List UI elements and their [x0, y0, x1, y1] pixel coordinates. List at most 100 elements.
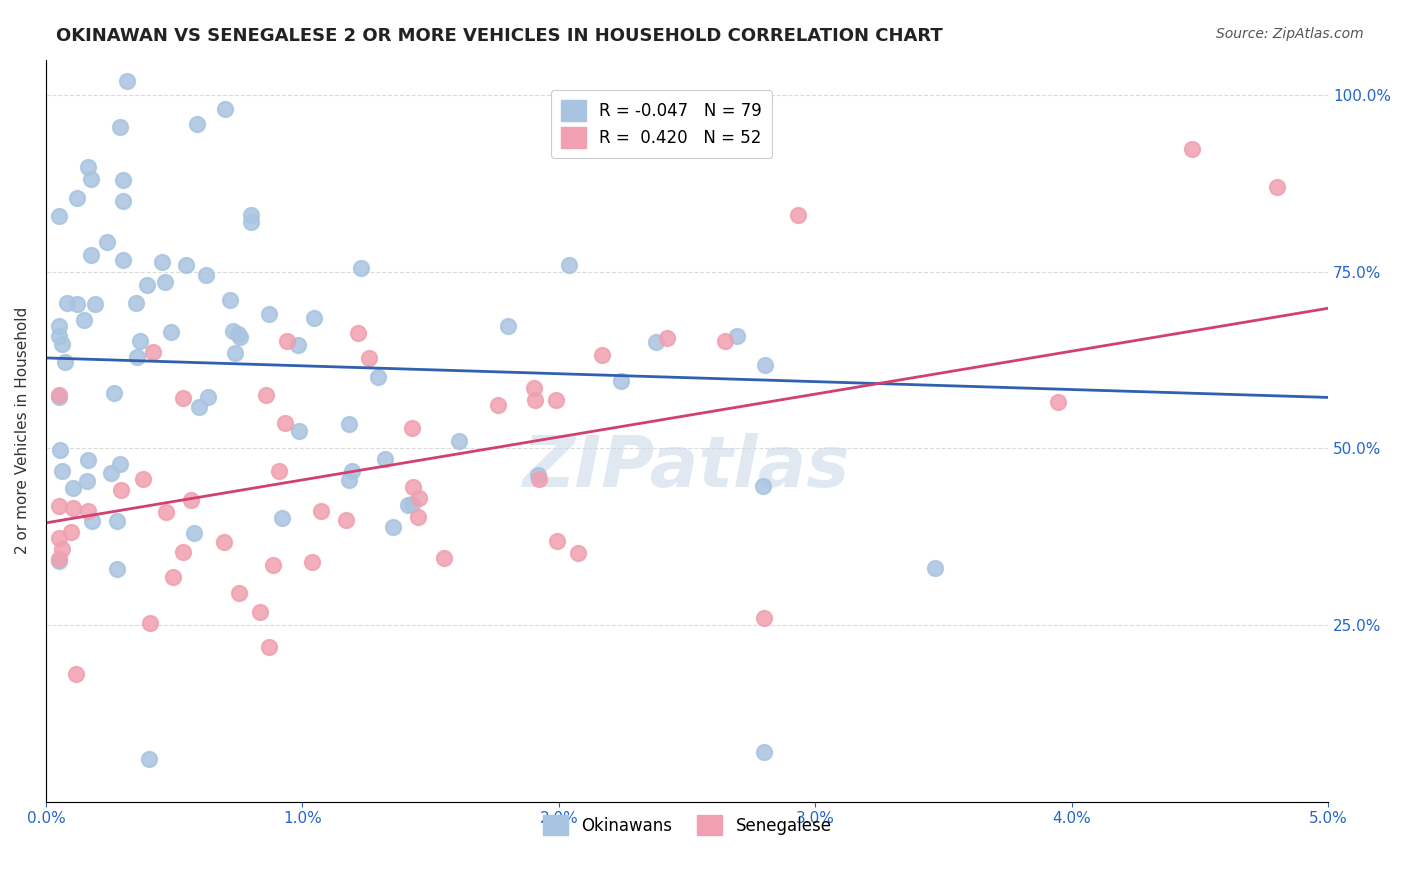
Point: [340, 465, 363, 479]
Point: [62, 481, 84, 495]
Point: [335, 513, 357, 527]
Point: [339, 417, 361, 432]
Point: [496, 319, 519, 334]
Point: [153, 275, 176, 289]
Point: [527, 467, 550, 482]
Point: [229, 330, 252, 344]
Point: [254, 388, 277, 402]
Point: [162, 569, 184, 583]
Point: [48, 390, 70, 404]
Point: [80, 248, 103, 262]
Point: [48, 209, 70, 223]
Point: [262, 558, 284, 572]
Point: [125, 351, 148, 365]
Point: [96, 235, 118, 249]
Point: [486, 398, 509, 412]
Point: [80, 515, 103, 529]
Point: [214, 102, 236, 116]
Point: [402, 479, 425, 493]
Point: [259, 640, 281, 655]
Point: [100, 467, 122, 481]
Point: [105, 562, 128, 576]
Text: ZIPatlas: ZIPatlas: [523, 434, 851, 502]
Point: [271, 511, 294, 525]
Point: [1046, 394, 1069, 409]
Point: [48, 551, 70, 566]
Point: [142, 344, 165, 359]
Point: [110, 457, 132, 471]
Point: [222, 324, 245, 338]
Point: [787, 208, 810, 222]
Point: [240, 215, 263, 229]
Text: OKINAWAN VS SENEGALESE 2 OR MORE VEHICLES IN HOUSEHOLD CORRELATION CHART: OKINAWAN VS SENEGALESE 2 OR MORE VEHICLE…: [56, 27, 943, 45]
Point: [754, 358, 776, 372]
Point: [527, 471, 550, 485]
Point: [301, 555, 323, 569]
Point: [62, 501, 84, 516]
Point: [367, 370, 389, 384]
Point: [111, 252, 134, 267]
Point: [752, 611, 775, 625]
Point: [51, 337, 73, 351]
Point: [195, 268, 218, 282]
Point: [401, 497, 423, 511]
Point: [249, 605, 271, 619]
Point: [53, 355, 76, 369]
Point: [558, 259, 581, 273]
Point: [111, 194, 134, 208]
Point: [110, 120, 132, 135]
Point: [51, 541, 73, 556]
Text: Source: ZipAtlas.com: Source: ZipAtlas.com: [1216, 27, 1364, 41]
Point: [447, 434, 470, 449]
Point: [219, 293, 242, 307]
Point: [751, 479, 773, 493]
Point: [115, 74, 138, 88]
Point: [186, 117, 208, 131]
Point: [111, 172, 134, 186]
Point: [103, 385, 125, 400]
Point: [155, 505, 177, 519]
Point: [187, 400, 209, 414]
Point: [523, 381, 546, 395]
Point: [257, 307, 280, 321]
Point: [357, 351, 380, 365]
Point: [48, 554, 70, 568]
Point: [337, 473, 360, 487]
Point: [350, 261, 373, 276]
Point: [408, 491, 430, 505]
Point: [309, 504, 332, 518]
Point: [240, 208, 263, 222]
Point: [65, 667, 87, 681]
Point: [276, 334, 298, 348]
Point: [924, 561, 946, 575]
Point: [73, 313, 96, 327]
Point: [544, 393, 567, 408]
Point: [1181, 142, 1204, 156]
Point: [287, 424, 309, 438]
Point: [76, 474, 98, 488]
Point: [160, 325, 183, 339]
Point: [128, 334, 150, 349]
Point: [132, 472, 155, 486]
Point: [224, 346, 246, 360]
Point: [725, 328, 748, 343]
Point: [396, 498, 419, 512]
Point: [56, 296, 79, 310]
Point: [49, 443, 72, 458]
Point: [139, 615, 162, 630]
Point: [269, 464, 291, 478]
Point: [105, 514, 128, 528]
Point: [1265, 179, 1288, 194]
Point: [523, 393, 546, 408]
Point: [66, 296, 89, 310]
Point: [381, 519, 404, 533]
Point: [212, 535, 235, 549]
Point: [183, 526, 205, 541]
Point: [197, 390, 219, 404]
Point: [150, 254, 173, 268]
Legend: Okinawans, Senegalese: Okinawans, Senegalese: [533, 805, 841, 846]
Point: [433, 551, 456, 566]
Point: [174, 258, 197, 272]
Point: [66, 191, 89, 205]
Point: [76, 160, 98, 174]
